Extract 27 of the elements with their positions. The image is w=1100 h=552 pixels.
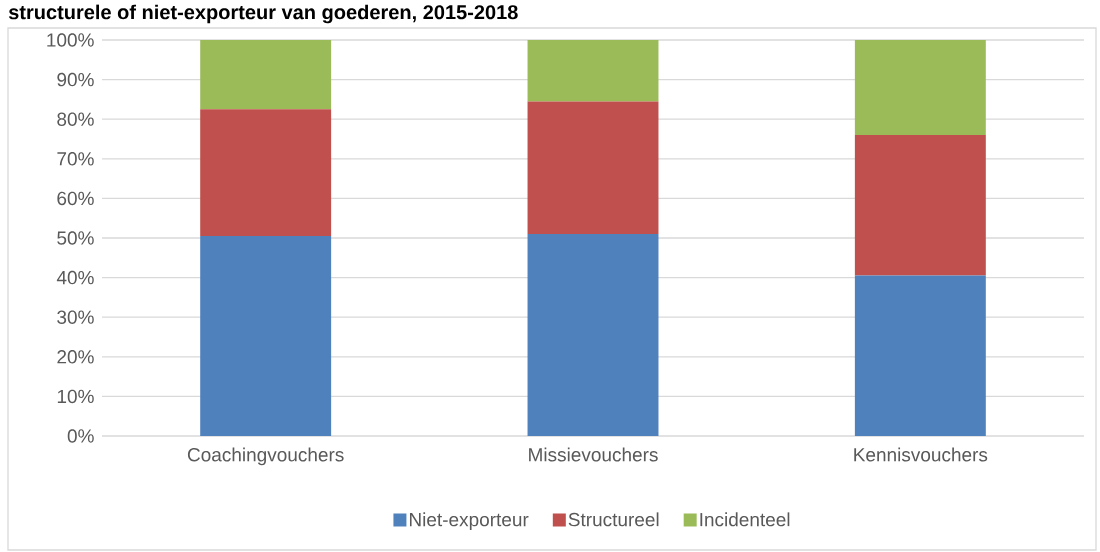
x-tick-label: Missievouchers: [529, 447, 658, 462]
y-tick-label: 10%: [57, 389, 94, 404]
bar: [854, 275, 986, 436]
x-tick-label: Kennisvouchers: [854, 447, 988, 462]
y-tick-label: 70%: [57, 152, 94, 166]
bar: [200, 236, 332, 436]
x-tick-label: Coachingvouchers: [187, 447, 344, 466]
bar: [527, 234, 659, 436]
y-tick-label: 90%: [57, 72, 94, 87]
y-tick-label: 40%: [56, 270, 94, 285]
bar: [527, 40, 659, 102]
y-tick-label: 80%: [57, 112, 94, 126]
bar: [200, 40, 332, 110]
bar: [200, 109, 332, 237]
bar: [854, 135, 986, 276]
y-tick-label: 50%: [57, 231, 94, 245]
bar: [854, 40, 986, 136]
chart-title: structurele of niet-exporteur van goederen, 2015-2018: [8, 4, 518, 24]
y-tick-label: 100%: [47, 33, 94, 47]
bar: [527, 101, 659, 235]
y-tick-label: 20%: [57, 350, 94, 364]
legend-label: Structureel: [568, 512, 659, 527]
y-tick-label: 60%: [57, 191, 94, 206]
legend-label: Niet-exporteur: [409, 512, 529, 531]
legend-label: Incidenteel: [700, 512, 790, 527]
y-tick-label: 0%: [67, 429, 94, 443]
y-tick-label: 30%: [57, 310, 94, 324]
